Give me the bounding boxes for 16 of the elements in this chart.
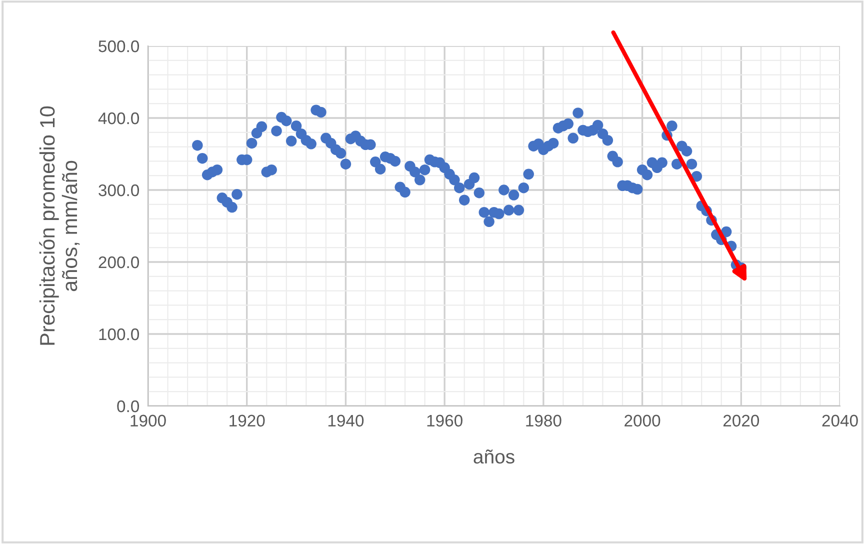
x-tick-label: 1920 <box>230 414 265 427</box>
y-tick-label: 500.0 <box>98 40 140 52</box>
x-tick-label: 1960 <box>427 414 462 427</box>
x-tick-label: 2020 <box>723 414 760 427</box>
x-axis-title: años <box>474 449 514 464</box>
y-tick-label: 200.0 <box>98 256 140 268</box>
x-tick-label: 2000 <box>624 414 660 427</box>
x-tick-label: 1980 <box>526 414 562 427</box>
y-tick-label: 400.0 <box>98 112 140 124</box>
x-tick-label: 2040 <box>822 414 858 427</box>
x-tick-label: 1940 <box>328 414 364 427</box>
x-tick-label: 1900 <box>130 414 166 427</box>
y-tick-label: 300.0 <box>98 184 140 196</box>
y-tick-label: 0.0 <box>117 400 140 412</box>
y-tick-label: 100.0 <box>99 328 140 340</box>
y-axis-title: Precipitación promedio 10 años, mm/año <box>39 106 80 345</box>
